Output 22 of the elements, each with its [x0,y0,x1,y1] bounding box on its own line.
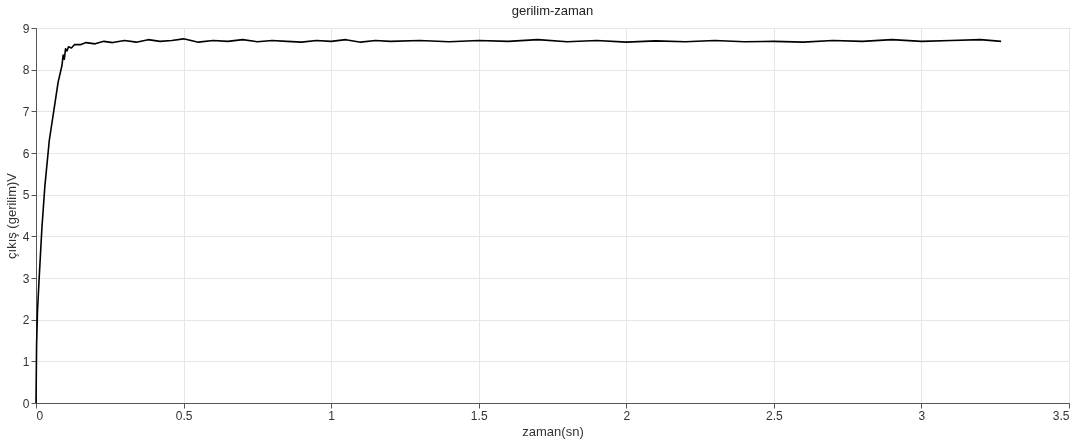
y-axis-title: çıkış (gerilim)V [3,172,19,259]
x-tick-label: 3 [918,408,926,423]
chart-title: gerilim-zaman [511,3,594,18]
x-tick-label: 2.5 [766,408,784,423]
x-tick-label: 1 [328,408,336,423]
x-tick-label: 0 [36,408,44,423]
line-series [35,38,1002,404]
x-tick-label: 2 [623,408,631,423]
x-axis-title: zaman(sn) [522,423,584,439]
y-tick-label: 9 [22,21,30,36]
y-tick-label: 8 [22,63,30,78]
x-tick-label: 1.5 [470,408,488,423]
y-tick-label: 3 [22,271,30,286]
y-tick-label: 4 [22,229,30,244]
y-tick-label: 7 [22,104,30,119]
y-tick-label: 5 [22,188,30,203]
x-tick-label: 0.5 [175,408,193,423]
y-tick-label: 1 [22,354,30,369]
y-tick-label: 6 [22,146,30,161]
y-tick-label: 0 [22,396,30,411]
y-tick-label: 2 [22,313,30,328]
x-tick-label: 3.5 [1052,408,1070,423]
